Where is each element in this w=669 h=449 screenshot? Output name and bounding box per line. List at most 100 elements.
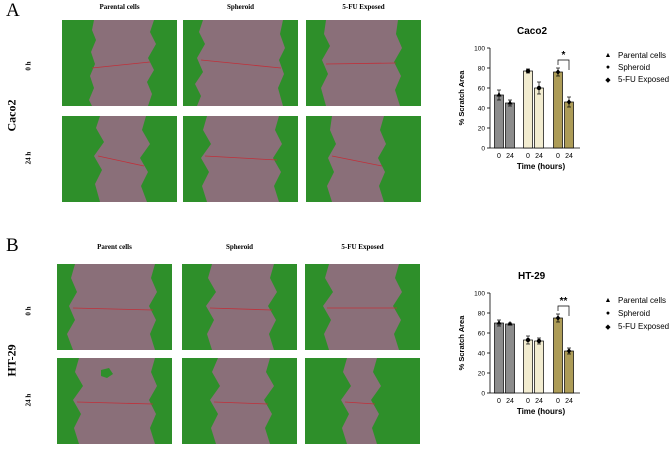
bar <box>505 323 515 394</box>
legend-a-spheroid: ● Spheroid <box>604 63 650 72</box>
data-point-triangle <box>507 321 513 326</box>
data-point-circle <box>536 338 542 344</box>
row-label-0h: 0 h <box>24 61 33 71</box>
x-tick-label: 0 <box>556 153 560 160</box>
micrograph-b-spheroid-24h <box>182 358 297 444</box>
x-axis-label: Time (hours) <box>517 162 566 171</box>
y-tick-label: 80 <box>478 311 486 318</box>
col-header-parent: Parent cells <box>97 243 132 251</box>
y-tick-label: 80 <box>478 66 486 73</box>
col-header-spheroid-b: Spheroid <box>225 243 254 251</box>
y-tick-label: 40 <box>478 106 486 113</box>
col-header-spheroid: Spheroid <box>226 3 255 11</box>
x-tick-label: 0 <box>556 398 560 405</box>
bar <box>553 317 563 394</box>
y-tick-label: 100 <box>474 291 485 298</box>
micrograph-a-parental-24h <box>62 116 177 202</box>
bar <box>534 87 544 149</box>
legend-label: Spheroid <box>618 309 651 318</box>
legend-label: Parental cells <box>618 296 667 305</box>
micrograph-a-parental-0h <box>62 20 177 106</box>
y-tick-label: 0 <box>481 391 485 398</box>
x-tick-label: 0 <box>526 153 530 160</box>
triangle-icon: ▲ <box>604 52 612 59</box>
micrograph-b-5fu-0h <box>305 264 420 350</box>
micrograph-b-5fu-24h <box>305 358 420 444</box>
legend-b-parental: ▲ Parental cells <box>604 296 667 305</box>
x-tick-label: 24 <box>506 398 514 405</box>
circle-icon: ● <box>605 310 611 317</box>
bar <box>494 322 504 394</box>
bar <box>523 339 533 394</box>
panel-letter-a: A <box>6 0 20 21</box>
significance-label: ** <box>560 296 568 307</box>
row-label-0h-b: 0 h <box>24 306 33 316</box>
data-point-circle <box>536 85 542 91</box>
bar <box>523 70 533 149</box>
x-tick-label: 24 <box>535 153 543 160</box>
legend-b-5fu: ◆ 5-FU Exposed <box>604 322 669 331</box>
legend-a-5fu: ◆ 5-FU Exposed <box>604 75 669 84</box>
diamond-icon: ◆ <box>605 76 611 84</box>
micrograph-a-5fu-24h <box>306 116 421 202</box>
x-tick-label: 0 <box>497 398 501 405</box>
x-axis-label: Time (hours) <box>517 407 566 416</box>
cell-line-label-caco2: Caco2 <box>4 99 19 132</box>
x-tick-label: 24 <box>565 398 573 405</box>
data-point-circle <box>525 337 531 343</box>
bar <box>553 71 563 149</box>
bar <box>505 102 515 149</box>
col-header-5fu-b: 5-FU Exposed <box>341 243 384 251</box>
data-point-circle <box>525 68 531 74</box>
row-label-24h: 24 h <box>24 151 33 165</box>
bar <box>534 340 544 394</box>
legend-label: Parental cells <box>618 51 667 60</box>
y-tick-label: 100 <box>474 46 485 53</box>
y-tick-label: 40 <box>478 351 486 358</box>
y-tick-label: 0 <box>481 146 485 153</box>
panel-letter-b: B <box>6 235 19 256</box>
y-tick-label: 20 <box>478 371 486 378</box>
significance-label: * <box>562 50 566 61</box>
bar <box>564 101 574 149</box>
micrograph-a-spheroid-24h <box>183 116 298 202</box>
micrograph-b-parental-24h <box>57 358 172 444</box>
legend-a-parental: ▲ Parental cells <box>604 51 667 60</box>
cell-line-label-ht29: HT-29 <box>4 344 19 377</box>
micrograph-a-5fu-0h <box>306 20 421 106</box>
chart-title-ht29: HT-29 <box>518 271 546 282</box>
y-tick-label: 60 <box>478 331 486 338</box>
micrograph-a-spheroid-0h <box>183 20 298 106</box>
significance-bracket <box>557 59 570 70</box>
col-header-5fu: 5-FU Exposed <box>342 3 385 11</box>
y-tick-label: 20 <box>478 126 486 133</box>
data-point-triangle <box>496 320 502 325</box>
bar <box>494 94 504 149</box>
col-header-parental: Parental cells <box>99 3 140 11</box>
diamond-icon: ◆ <box>605 323 611 331</box>
y-axis-label: % Scratch Area <box>457 315 466 371</box>
legend-label: 5-FU Exposed <box>618 322 669 331</box>
x-tick-label: 24 <box>506 153 514 160</box>
row-label-24h-b: 24 h <box>24 393 33 407</box>
x-tick-label: 0 <box>497 153 501 160</box>
bar <box>564 350 574 394</box>
x-tick-label: 0 <box>526 398 530 405</box>
legend-b-spheroid: ● Spheroid <box>604 309 650 318</box>
micrograph-b-spheroid-0h <box>182 264 297 350</box>
y-axis-label: % Scratch Area <box>457 70 466 126</box>
legend-label: 5-FU Exposed <box>618 75 669 84</box>
data-point-triangle <box>507 100 513 105</box>
legend-label: Spheroid <box>618 63 651 72</box>
data-point-triangle <box>496 92 502 97</box>
circle-icon: ● <box>605 64 611 71</box>
significance-bracket <box>557 305 570 316</box>
chart-title-caco2: Caco2 <box>517 26 548 37</box>
x-tick-label: 24 <box>535 398 543 405</box>
x-tick-label: 24 <box>565 153 573 160</box>
micrograph-b-parental-0h <box>57 264 172 350</box>
triangle-icon: ▲ <box>604 297 612 304</box>
y-tick-label: 60 <box>478 86 486 93</box>
